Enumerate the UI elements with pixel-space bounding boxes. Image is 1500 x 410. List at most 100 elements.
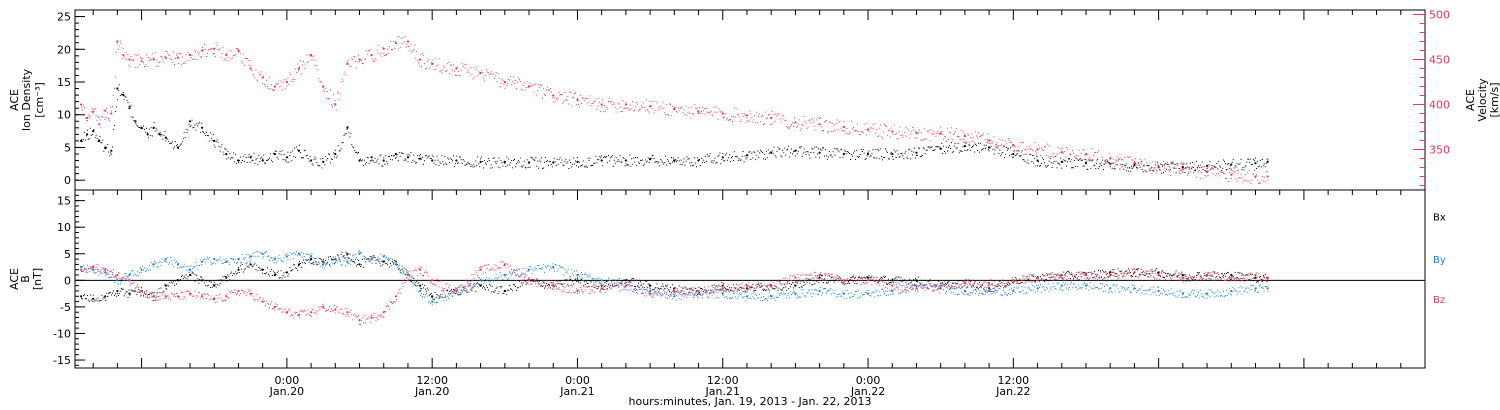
velocity-dot	[964, 133, 966, 135]
bx-dot	[951, 282, 953, 284]
by-dot	[467, 282, 469, 284]
density-dot	[187, 129, 189, 131]
by-dot	[718, 297, 720, 299]
density-dot	[618, 160, 620, 162]
bx-point	[297, 263, 301, 266]
velocity-dot	[866, 122, 868, 124]
velocity-dot	[639, 109, 640, 111]
bx-dot	[637, 285, 638, 287]
density-dot	[659, 165, 661, 167]
density-point	[915, 151, 918, 154]
bx-dot	[510, 288, 512, 290]
bx-dot	[1164, 273, 1166, 274]
by-dot	[381, 260, 383, 262]
by-dot	[371, 262, 373, 264]
bx-dot	[1147, 276, 1149, 278]
velocity-dot	[274, 86, 276, 88]
by-dot	[639, 288, 640, 290]
velocity-dot	[930, 129, 932, 131]
density-dot	[252, 160, 254, 162]
velocity-dot	[782, 118, 784, 120]
bx-dot	[985, 289, 987, 291]
density-dot	[1033, 162, 1035, 164]
bx-dot	[489, 284, 491, 286]
bx-dot	[1197, 272, 1199, 274]
bx-dot	[919, 283, 921, 285]
by-dot	[632, 291, 634, 293]
by-dot	[717, 292, 719, 294]
bx-dot	[428, 294, 430, 296]
velocity-dot	[1245, 174, 1247, 176]
density-dot	[264, 162, 266, 164]
velocity-dot	[576, 104, 577, 106]
velocity-dot	[110, 106, 112, 108]
velocity-dot	[957, 136, 959, 138]
bx-dot	[274, 272, 276, 274]
velocity-dot	[289, 72, 291, 74]
density-dot	[316, 162, 318, 164]
density-dot	[206, 131, 207, 133]
velocity-dot	[280, 85, 282, 87]
by-dot	[606, 283, 607, 285]
density-point	[721, 156, 724, 159]
bx-dot	[500, 287, 502, 289]
by-dot	[757, 297, 759, 299]
by-dot	[739, 293, 741, 295]
bx-dot	[1223, 275, 1224, 277]
bx-dot	[746, 291, 748, 293]
velocity-dot	[678, 110, 680, 112]
by-dot	[202, 261, 204, 263]
by-dot	[584, 272, 586, 274]
by-dot	[753, 292, 755, 294]
by-dot	[262, 257, 264, 259]
by-dot	[752, 296, 754, 298]
density-dot	[179, 144, 181, 146]
bx-dot	[1179, 277, 1181, 279]
by-dot	[848, 293, 850, 295]
density-dot	[106, 147, 108, 149]
by-dot	[389, 259, 391, 261]
density-dot	[349, 136, 351, 138]
bx-dot	[631, 278, 633, 280]
velocity-dot	[1098, 150, 1100, 152]
bx-dot	[1047, 280, 1049, 282]
velocity-point	[285, 80, 288, 84]
by-dot	[815, 288, 817, 290]
density-dot	[102, 139, 104, 141]
density-dot	[1210, 168, 1212, 170]
density-dot	[619, 155, 621, 157]
density-dot	[629, 154, 631, 156]
velocity-dot	[170, 58, 172, 60]
velocity-dot	[254, 77, 256, 79]
density-dot	[1028, 162, 1030, 164]
density-dot	[547, 160, 548, 162]
by-dot	[431, 304, 433, 306]
density-dot	[824, 155, 825, 157]
bx-point	[164, 284, 167, 287]
density-dot	[305, 155, 307, 157]
bx-dot	[806, 281, 808, 283]
density-dot	[743, 161, 745, 163]
density-dot	[548, 161, 550, 162]
density-dot	[1120, 163, 1122, 165]
bx-dot	[413, 278, 415, 279]
density-dot	[643, 163, 645, 165]
bx-dot	[581, 277, 583, 279]
by-dot	[194, 266, 196, 268]
by-dot	[961, 291, 963, 293]
density-dot	[1132, 167, 1133, 169]
by-dot	[321, 261, 323, 262]
density-dot	[160, 135, 162, 137]
by-dot	[892, 293, 894, 295]
velocity-dot	[246, 58, 248, 59]
density-dot	[541, 157, 543, 159]
density-dot	[423, 163, 424, 165]
velocity-dot	[1237, 172, 1239, 174]
density-dot	[719, 152, 721, 154]
density-dot	[768, 153, 770, 155]
density-dot	[826, 158, 828, 160]
density-dot	[182, 138, 184, 140]
by-dot	[229, 264, 231, 266]
bx-dot	[1140, 268, 1142, 270]
velocity-dot	[116, 43, 118, 45]
